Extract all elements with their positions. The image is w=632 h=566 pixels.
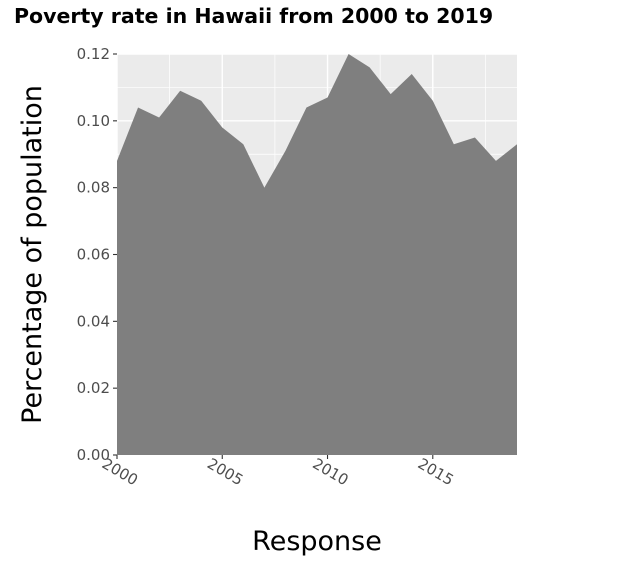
y-tick-label: 0.00 [77, 446, 110, 464]
y-tick-label: 0.04 [77, 312, 110, 330]
y-tick-label: 0.06 [77, 246, 110, 264]
x-tick-label: 2000 [99, 455, 141, 490]
x-tick-label: 2010 [309, 455, 351, 490]
y-tick-label: 0.10 [77, 112, 110, 130]
x-tick-label: 2005 [204, 455, 246, 490]
x-axis-title: Response [252, 526, 382, 557]
y-axis-title: Percentage of population [17, 85, 48, 424]
chart-title: Poverty rate in Hawaii from 2000 to 2019 [14, 4, 494, 28]
area-series [117, 54, 517, 455]
area-fill [117, 54, 517, 455]
y-tick-label: 0.12 [77, 45, 110, 63]
x-tick-label: 2015 [415, 455, 457, 490]
y-tick-label: 0.02 [77, 379, 110, 397]
y-tick-label: 0.08 [77, 179, 110, 197]
